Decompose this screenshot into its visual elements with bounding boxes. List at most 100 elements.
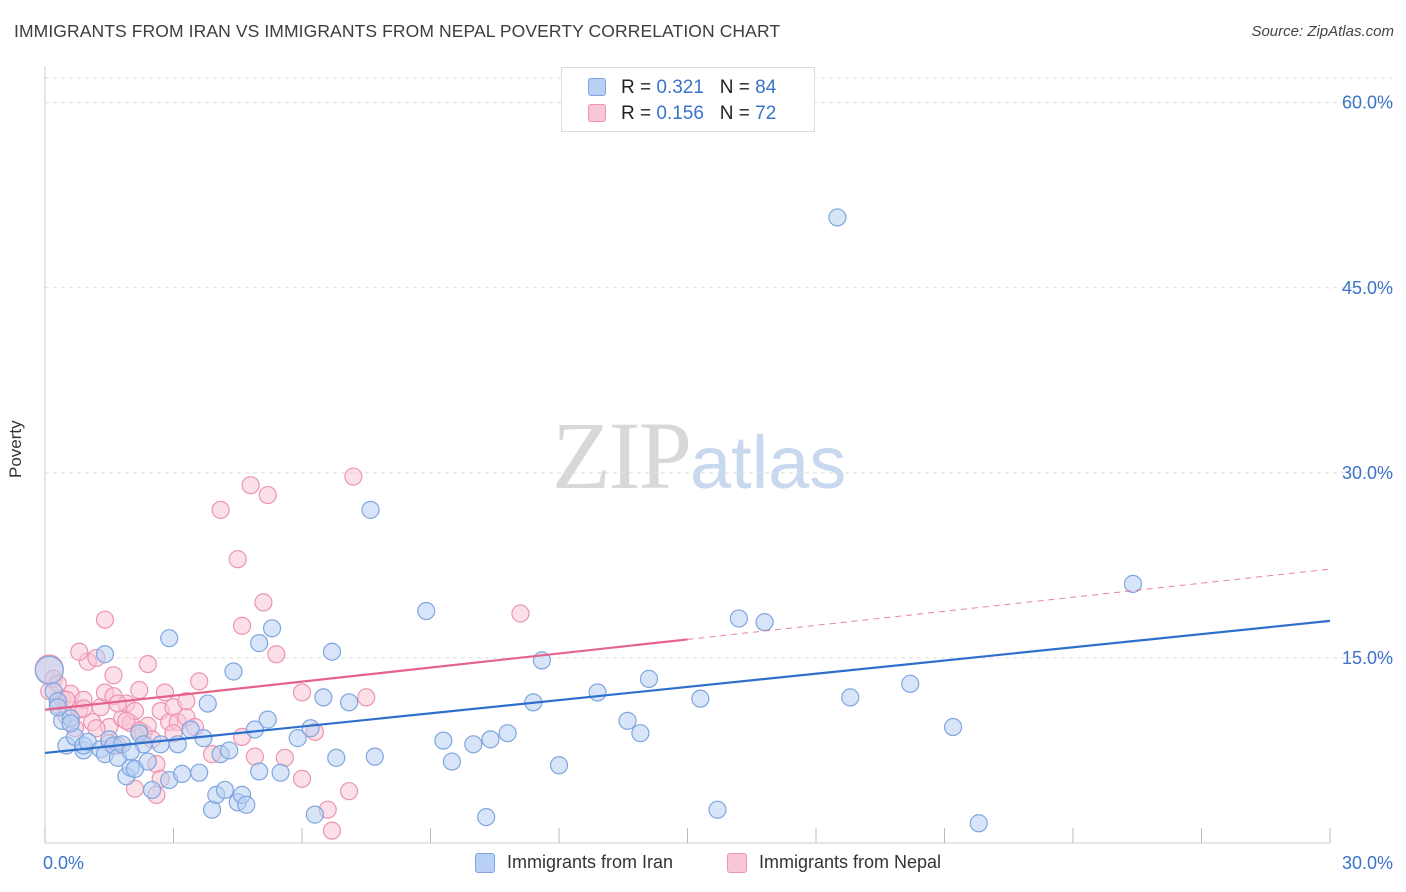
iran-point [198, 694, 217, 713]
nepal-point [340, 782, 359, 801]
iran-point [729, 609, 749, 628]
nepal-point [344, 467, 363, 486]
iran-point [481, 730, 500, 749]
iran-point [901, 674, 920, 693]
iran-point [588, 683, 607, 702]
iran-point [549, 756, 569, 775]
iran-trend-line [44, 619, 1331, 755]
nepal-trend-line [44, 638, 688, 711]
iran-point [828, 208, 847, 227]
iran-point [220, 741, 239, 760]
iran-point [1123, 574, 1143, 593]
nepal-point [130, 680, 149, 700]
y-tick-label: 45.0% [1342, 278, 1393, 298]
iran-point [95, 645, 115, 664]
nepal-point [177, 692, 196, 711]
iran-point [322, 642, 342, 661]
iran-point [943, 717, 963, 737]
nepal-point [258, 485, 277, 505]
iran-point [288, 729, 307, 748]
y-tick-label: 30.0% [1342, 463, 1393, 483]
iran-point [498, 724, 517, 743]
x-tick-label: 0.0% [43, 853, 84, 873]
iran-point [618, 711, 637, 730]
nepal-point [511, 604, 530, 623]
nepal-point [254, 593, 273, 612]
nepal-trend-extension [687, 568, 1331, 640]
nepal-point [211, 500, 230, 519]
watermark-atlas: atlas [690, 421, 847, 504]
iran-point [151, 735, 170, 754]
nepal-point [87, 719, 106, 738]
iran-point [250, 634, 269, 653]
legend-n-value-nepal: 72 [755, 103, 777, 124]
iran-point [755, 613, 774, 632]
iran-point [215, 780, 234, 800]
watermark-zip: ZIP [552, 402, 692, 509]
legend-swatch-iran [588, 78, 606, 96]
nepal-point [292, 769, 312, 788]
bottom-legend-label-iran: Immigrants from Iran [507, 852, 674, 872]
iran-point [691, 689, 710, 708]
x-tick-label: 30.0% [1342, 853, 1393, 873]
legend: R = 0.321 N = 84 R = 0.156 N = 72 [561, 67, 815, 132]
nepal-point [104, 666, 123, 685]
iran-point [314, 688, 333, 707]
legend-r-label: R = [621, 103, 652, 124]
iran-point [301, 719, 320, 738]
y-tick-label: 15.0% [1342, 648, 1393, 668]
iran-point [639, 669, 659, 688]
iran-point [477, 807, 496, 827]
iran-point [340, 693, 359, 712]
legend-n-label: N = [719, 77, 750, 98]
nepal-point [108, 694, 127, 713]
nepal-point [357, 688, 376, 707]
legend-r-label: R = [621, 77, 652, 98]
nepal-point [70, 642, 89, 661]
iran-point [417, 601, 436, 621]
iran-point [361, 500, 380, 519]
iran-point [708, 800, 727, 819]
iran-point [172, 764, 192, 784]
iran-point [434, 731, 453, 750]
watermark: ZIPatlas [552, 400, 846, 511]
iran-point [250, 762, 269, 781]
nepal-point [241, 476, 260, 495]
legend-n-label: N = [719, 103, 750, 124]
bottom-legend-label-nepal: Immigrants from Nepal [759, 852, 942, 872]
iran-point [258, 710, 277, 729]
iran-point [138, 752, 157, 771]
iran-point [969, 814, 988, 833]
nepal-point [95, 610, 115, 629]
legend-r-value-nepal: 0.156 [656, 103, 704, 124]
iran-point [224, 662, 243, 681]
iran-point [237, 795, 256, 814]
bottom-legend-swatch-iran [475, 853, 495, 873]
chart-title: IMMIGRANTS FROM IRAN VS IMMIGRANTS FROM … [14, 21, 781, 41]
legend-r-value-iran: 0.321 [656, 77, 704, 98]
iran-point [305, 805, 324, 824]
y-tick-label: 60.0% [1342, 93, 1393, 113]
legend-swatch-nepal [588, 104, 606, 122]
iran-point [327, 748, 346, 767]
nepal-point [138, 654, 157, 674]
nepal-point [117, 711, 136, 730]
source-label: Source: ZipAtlas.com [1251, 23, 1394, 40]
iran-point [271, 763, 290, 782]
iran-point [442, 752, 462, 771]
legend-n-value-iran: 84 [755, 77, 777, 98]
iran-point [190, 763, 209, 782]
nepal-point [267, 645, 286, 664]
bottom-legend-swatch-nepal [727, 853, 747, 873]
iran-point [61, 714, 80, 733]
nepal-point [155, 683, 175, 702]
nepal-point [190, 672, 209, 691]
iran-point [160, 629, 179, 648]
iran-point [464, 735, 483, 754]
nepal-point [232, 616, 252, 635]
iran-point [631, 724, 650, 743]
nepal-point [292, 683, 312, 702]
nepal-point [322, 821, 342, 840]
nepal-point [228, 550, 247, 569]
